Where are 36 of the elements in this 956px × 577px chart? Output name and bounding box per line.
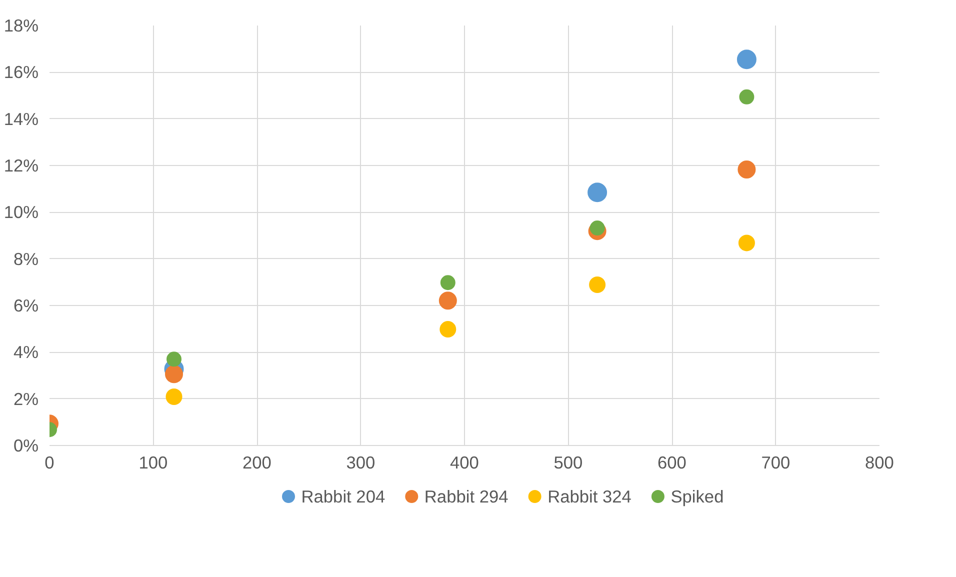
x-tick-label: 0 [44,452,54,472]
point [166,388,182,405]
point [739,89,754,104]
y-tick-label: 2% [13,388,38,409]
point [738,160,756,178]
x-tick-label: 600 [658,452,686,472]
point [165,365,183,384]
y-tick-label: 6% [13,296,38,316]
y-tick-label: 4% [13,342,38,362]
y-tick-label: 0% [13,436,38,456]
y-tick-label: 16% [4,62,39,82]
point [589,276,606,293]
x-tick-label: 300 [346,452,376,472]
legend-label: Rabbit 204 [301,486,386,506]
y-tick-label: 18% [4,16,39,36]
y-tick-label: 10% [4,202,39,222]
point [738,234,755,252]
point [440,275,456,290]
y-tick-label: 14% [4,108,39,129]
legend-label: Rabbit 324 [548,486,632,506]
x-tick-label: 500 [554,452,583,472]
point [588,182,608,202]
x-tick-label: 200 [242,452,272,472]
point [166,352,182,367]
x-tick-label: 100 [138,452,168,472]
x-tick-label: 400 [450,452,479,472]
y-tick-label: 12% [4,156,39,176]
x-tick-label: 700 [761,452,790,472]
x-tick-label: 800 [865,452,894,472]
point [590,220,605,236]
legend-label: Spiked [670,486,724,506]
y-tick-label: 8% [13,248,38,269]
point [736,50,756,70]
point [438,292,457,310]
point [440,321,456,338]
legend-label: Rabbit 294 [424,486,509,506]
